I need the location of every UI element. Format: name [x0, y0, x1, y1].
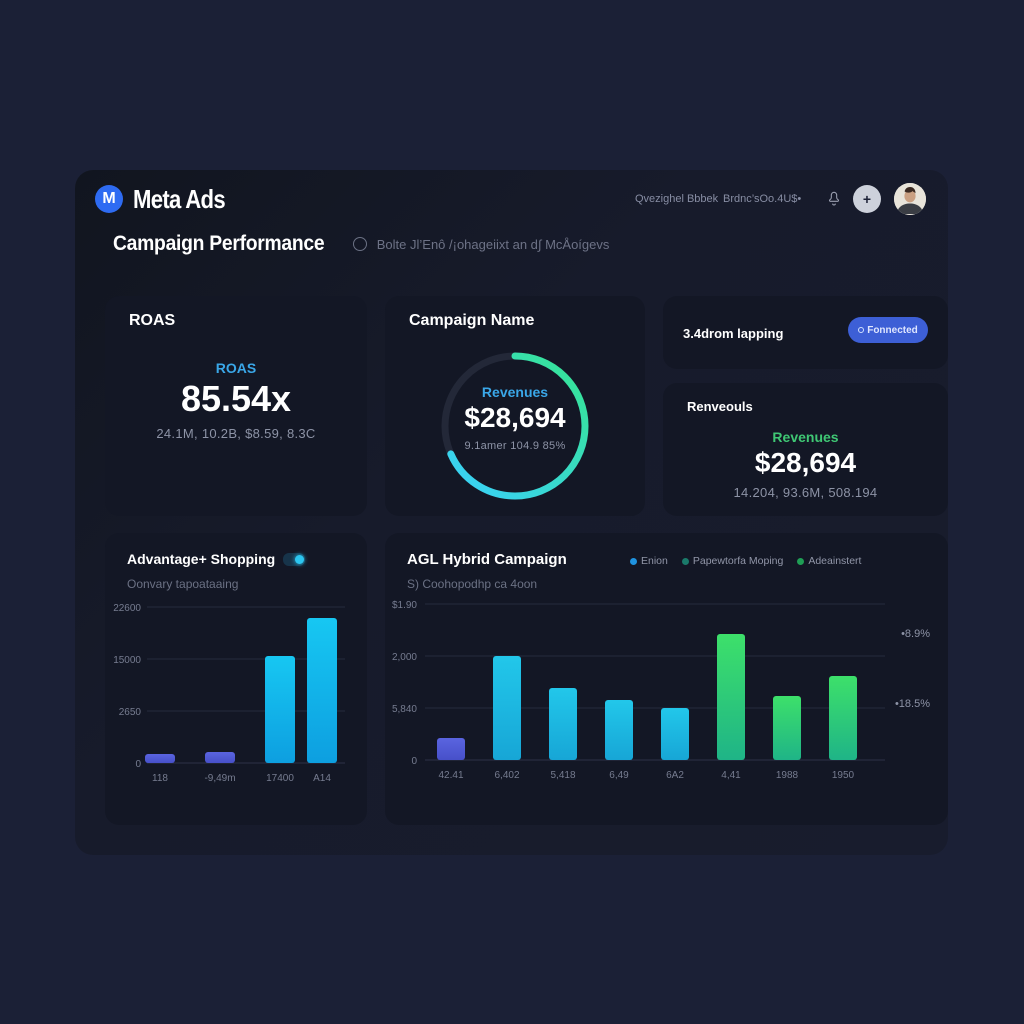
svg-text:5,418: 5,418 [550, 770, 575, 781]
svg-text:17400: 17400 [266, 773, 294, 784]
svg-text:118: 118 [152, 773, 168, 784]
svg-text:$1.90: $1.90 [392, 600, 417, 611]
svg-text:5,840: 5,840 [392, 704, 417, 715]
svg-text:A14: A14 [313, 773, 331, 784]
svg-text:1988: 1988 [776, 770, 799, 781]
svg-text:-9,49m: -9,49m [204, 773, 235, 784]
svg-text:42.41: 42.41 [438, 770, 463, 781]
svg-text:6A2: 6A2 [666, 770, 684, 781]
svg-text:22600: 22600 [113, 603, 141, 614]
svg-text:6,402: 6,402 [494, 770, 519, 781]
svg-text:4,41: 4,41 [721, 770, 741, 781]
svg-text:15000: 15000 [113, 655, 141, 666]
svg-text:1950: 1950 [832, 770, 855, 781]
svg-text:6,49: 6,49 [609, 770, 629, 781]
svg-text:2650: 2650 [119, 707, 142, 718]
svg-text:0: 0 [135, 759, 141, 770]
svg-text:0: 0 [411, 756, 417, 767]
svg-text:2,000: 2,000 [392, 652, 417, 663]
